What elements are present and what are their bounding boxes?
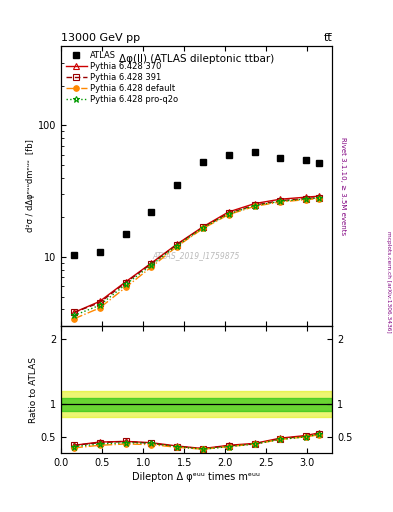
Pythia 6.428 391: [97, 300, 102, 306]
ATLAS: [149, 209, 154, 215]
Pythia 6.428 pro-q2o: [97, 302, 102, 308]
Line: ATLAS: ATLAS: [71, 148, 322, 259]
Pythia 6.428 default: [226, 211, 231, 218]
Line: Pythia 6.428 370: Pythia 6.428 370: [71, 194, 322, 315]
Pythia 6.428 pro-q2o: [123, 281, 128, 287]
Pythia 6.428 391: [252, 202, 257, 208]
Pythia 6.428 pro-q2o: [252, 203, 257, 209]
Pythia 6.428 pro-q2o: [278, 198, 283, 204]
Pythia 6.428 default: [149, 264, 154, 270]
ATLAS: [201, 159, 206, 165]
Y-axis label: Rivet 3.1.10, ≥ 3.5M events: Rivet 3.1.10, ≥ 3.5M events: [340, 137, 346, 235]
Pythia 6.428 391: [123, 280, 128, 286]
Pythia 6.428 default: [303, 197, 308, 203]
Pythia 6.428 370: [252, 201, 257, 207]
Line: Pythia 6.428 391: Pythia 6.428 391: [71, 195, 322, 315]
Pythia 6.428 370: [72, 309, 76, 315]
Legend: ATLAS, Pythia 6.428 370, Pythia 6.428 391, Pythia 6.428 default, Pythia 6.428 pr: ATLAS, Pythia 6.428 370, Pythia 6.428 39…: [64, 50, 180, 106]
Pythia 6.428 370: [149, 260, 154, 266]
Bar: [61, 398, 332, 411]
Y-axis label: d²σ / dΔφᵉᵘᵘdmᵉᵘᵘ  [fb]: d²σ / dΔφᵉᵘᵘdmᵉᵘᵘ [fb]: [26, 140, 35, 232]
ATLAS: [72, 252, 76, 259]
Pythia 6.428 default: [97, 305, 102, 311]
Pythia 6.428 370: [303, 194, 308, 200]
Pythia 6.428 391: [226, 210, 231, 217]
Pythia 6.428 default: [72, 316, 76, 322]
Pythia 6.428 391: [317, 195, 321, 201]
Pythia 6.428 pro-q2o: [149, 262, 154, 268]
ATLAS: [174, 182, 179, 188]
ATLAS: [278, 155, 283, 161]
Pythia 6.428 pro-q2o: [174, 243, 179, 249]
Pythia 6.428 default: [317, 196, 321, 202]
Pythia 6.428 default: [252, 203, 257, 209]
Text: mcplots.cern.ch [arXiv:1306.3436]: mcplots.cern.ch [arXiv:1306.3436]: [386, 231, 391, 332]
Line: Pythia 6.428 default: Pythia 6.428 default: [71, 196, 322, 322]
ATLAS: [317, 160, 321, 166]
Text: ATLAS_2019_I1759875: ATLAS_2019_I1759875: [153, 251, 240, 261]
Pythia 6.428 default: [123, 284, 128, 290]
Pythia 6.428 370: [97, 298, 102, 305]
Pythia 6.428 pro-q2o: [226, 211, 231, 217]
Pythia 6.428 391: [201, 224, 206, 230]
Pythia 6.428 391: [149, 261, 154, 267]
Y-axis label: Ratio to ATLAS: Ratio to ATLAS: [29, 356, 38, 422]
Bar: [61, 391, 332, 417]
Pythia 6.428 370: [278, 196, 283, 202]
Pythia 6.428 pro-q2o: [303, 196, 308, 202]
Text: 13000 GeV pp: 13000 GeV pp: [61, 33, 140, 42]
Pythia 6.428 391: [303, 196, 308, 202]
ATLAS: [252, 148, 257, 155]
ATLAS: [123, 231, 128, 237]
Pythia 6.428 391: [174, 242, 179, 248]
Pythia 6.428 370: [123, 279, 128, 285]
ATLAS: [97, 248, 102, 254]
Text: Δφ(ll) (ATLAS dileptonic ttbar): Δφ(ll) (ATLAS dileptonic ttbar): [119, 54, 274, 65]
Pythia 6.428 default: [174, 244, 179, 250]
Line: Pythia 6.428 pro-q2o: Pythia 6.428 pro-q2o: [71, 195, 322, 319]
Pythia 6.428 default: [278, 199, 283, 205]
ATLAS: [303, 157, 308, 163]
Pythia 6.428 pro-q2o: [72, 312, 76, 318]
ATLAS: [226, 152, 231, 158]
Pythia 6.428 pro-q2o: [201, 225, 206, 231]
Pythia 6.428 370: [201, 224, 206, 230]
X-axis label: Dilepton Δ φᵉᵘᵘ times mᵉᵘᵘ: Dilepton Δ φᵉᵘᵘ times mᵉᵘᵘ: [132, 472, 261, 482]
Pythia 6.428 391: [278, 198, 283, 204]
Pythia 6.428 default: [201, 225, 206, 231]
Pythia 6.428 370: [317, 193, 321, 199]
Pythia 6.428 391: [72, 309, 76, 315]
Text: tt̅: tt̅: [323, 33, 332, 42]
Pythia 6.428 370: [174, 241, 179, 247]
Pythia 6.428 pro-q2o: [317, 195, 321, 201]
Pythia 6.428 370: [226, 209, 231, 215]
